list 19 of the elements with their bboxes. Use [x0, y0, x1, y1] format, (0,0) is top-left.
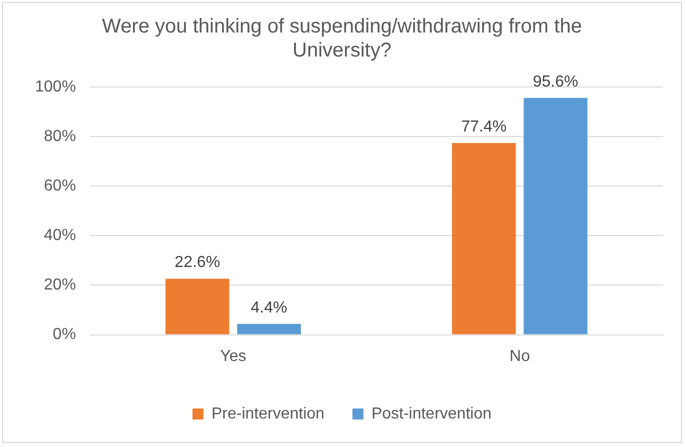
data-label: 95.6% [532, 73, 578, 90]
bar [165, 278, 230, 334]
y-tick-label: 100% [35, 78, 76, 96]
chart-title: Were you thinking of suspending/withdrawing from the University? [102, 16, 582, 62]
data-label: 77.4% [461, 118, 507, 136]
bar [237, 324, 301, 334]
data-label: 22.6% [174, 254, 220, 272]
y-tick-label: 0% [52, 326, 76, 344]
y-tick-label: 40% [44, 227, 76, 244]
bar [452, 143, 516, 334]
bar [524, 98, 588, 334]
x-tick-label: No [510, 348, 530, 365]
legend-label: Pre-intervention [211, 405, 324, 422]
x-tick-label: Yes [220, 348, 246, 365]
y-tick-label: 20% [44, 276, 76, 294]
y-tick-label: 60% [44, 178, 76, 195]
data-label: 4.4% [250, 299, 288, 316]
legend-label: Post-intervention [371, 405, 492, 422]
y-tick-label: 80% [44, 128, 76, 145]
